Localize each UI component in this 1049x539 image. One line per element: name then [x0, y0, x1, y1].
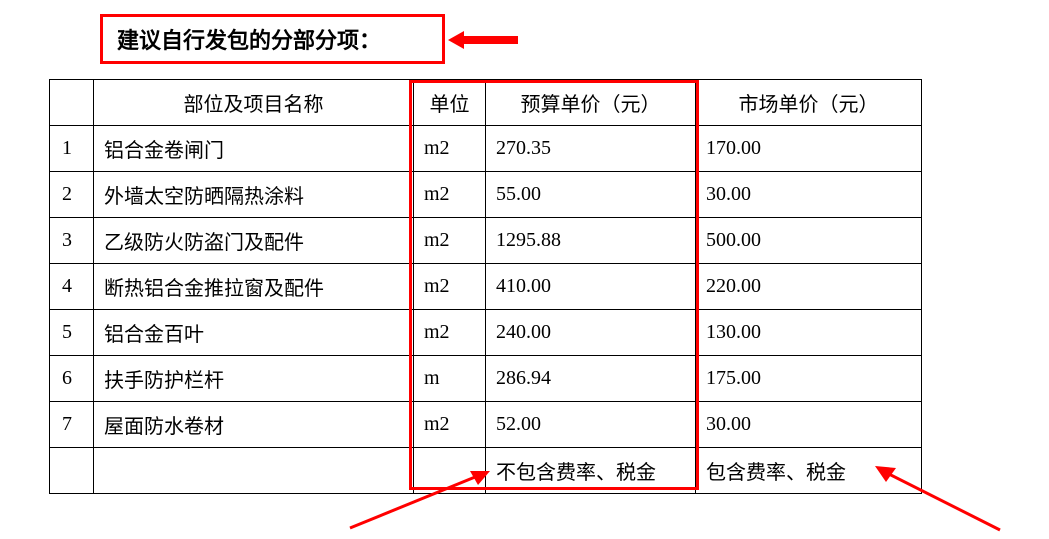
title-box: 建议自行发包的分部分项： [100, 14, 445, 64]
cell-market: 220.00 [696, 264, 922, 310]
cell-idx: 6 [50, 356, 94, 402]
cell-market: 500.00 [696, 218, 922, 264]
cell-budget-note: 不包含费率、税金 [486, 448, 696, 494]
col-header-market: 市场单价（元） [696, 80, 922, 126]
table-header-row: 部位及项目名称 单位 预算单价（元） 市场单价（元） [50, 80, 922, 126]
arrow-bottom-left-icon [330, 463, 500, 533]
cell-market: 170.00 [696, 126, 922, 172]
cell-unit: m2 [414, 310, 486, 356]
cell-name: 铝合金百叶 [94, 310, 414, 356]
cell-idx: 4 [50, 264, 94, 310]
cell-unit: m [414, 356, 486, 402]
cell-unit: m2 [414, 264, 486, 310]
cell-budget: 286.94 [486, 356, 696, 402]
pricing-table: 部位及项目名称 单位 预算单价（元） 市场单价（元） 1 铝合金卷闸门 m2 2… [49, 79, 922, 494]
col-header-budget: 预算单价（元） [486, 80, 696, 126]
col-header-unit: 单位 [414, 80, 486, 126]
cell-idx: 2 [50, 172, 94, 218]
cell-budget: 410.00 [486, 264, 696, 310]
arrow-top-icon [448, 28, 518, 52]
cell-name: 断热铝合金推拉窗及配件 [94, 264, 414, 310]
cell-idx: 1 [50, 126, 94, 172]
page-title: 建议自行发包的分部分项： [117, 23, 381, 55]
cell-name: 屋面防水卷材 [94, 402, 414, 448]
table-row: 2 外墙太空防晒隔热涂料 m2 55.00 30.00 [50, 172, 922, 218]
cell-budget: 1295.88 [486, 218, 696, 264]
cell-budget: 270.35 [486, 126, 696, 172]
cell-market: 175.00 [696, 356, 922, 402]
table-row: 6 扶手防护栏杆 m 286.94 175.00 [50, 356, 922, 402]
cell-unit: m2 [414, 402, 486, 448]
cell-empty [50, 448, 94, 494]
cell-name: 扶手防护栏杆 [94, 356, 414, 402]
col-header-index [50, 80, 94, 126]
cell-market: 30.00 [696, 402, 922, 448]
cell-budget: 52.00 [486, 402, 696, 448]
col-header-name: 部位及项目名称 [94, 80, 414, 126]
cell-idx: 7 [50, 402, 94, 448]
table-row: 5 铝合金百叶 m2 240.00 130.00 [50, 310, 922, 356]
cell-budget: 55.00 [486, 172, 696, 218]
cell-unit: m2 [414, 172, 486, 218]
cell-name: 铝合金卷闸门 [94, 126, 414, 172]
cell-unit: m2 [414, 126, 486, 172]
cell-idx: 3 [50, 218, 94, 264]
cell-idx: 5 [50, 310, 94, 356]
cell-name: 乙级防火防盗门及配件 [94, 218, 414, 264]
table-row: 1 铝合金卷闸门 m2 270.35 170.00 [50, 126, 922, 172]
arrow-bottom-right-icon [870, 460, 1010, 535]
cell-market: 30.00 [696, 172, 922, 218]
cell-name: 外墙太空防晒隔热涂料 [94, 172, 414, 218]
table-row: 7 屋面防水卷材 m2 52.00 30.00 [50, 402, 922, 448]
cell-budget: 240.00 [486, 310, 696, 356]
cell-unit: m2 [414, 218, 486, 264]
table-row: 4 断热铝合金推拉窗及配件 m2 410.00 220.00 [50, 264, 922, 310]
cell-market: 130.00 [696, 310, 922, 356]
table-row: 3 乙级防火防盗门及配件 m2 1295.88 500.00 [50, 218, 922, 264]
